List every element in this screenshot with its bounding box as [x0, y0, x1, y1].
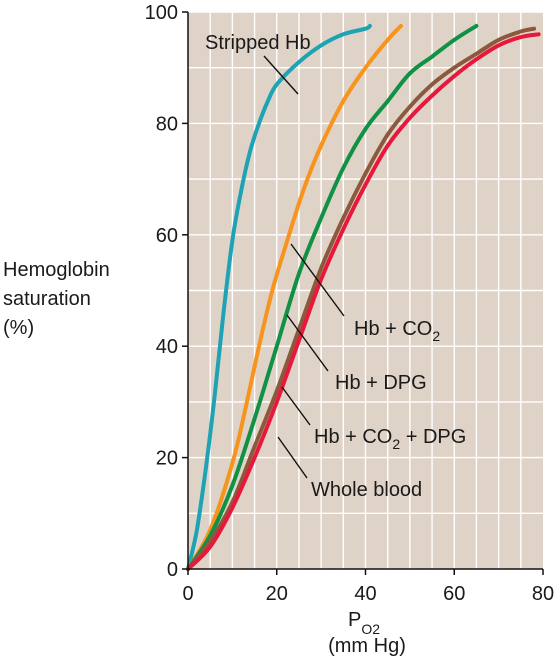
y-axis-title-line-3: (%) — [3, 317, 34, 339]
leader-line-hb-dpg — [286, 314, 329, 372]
curve-labels: Stripped Hb Hb + CO2 Hb + DPG Hb + CO2 + DP… — [205, 32, 466, 501]
x-axis-title-main: P — [348, 609, 361, 631]
curve-label-stripped-hb: Stripped Hb — [205, 32, 311, 54]
leader-line-hb-co2-dpg — [281, 386, 311, 426]
x-tick-label: 40 — [354, 583, 376, 605]
y-tick-label: 60 — [156, 225, 178, 247]
y-axis-title-line-2: saturation — [3, 288, 91, 310]
x-tick-label: 20 — [266, 583, 288, 605]
leader-line-stripped-hb — [263, 55, 299, 95]
x-tick-label: 60 — [443, 583, 465, 605]
curve-hb-dpg — [186, 23, 479, 571]
curve-label-hb-co2: Hb + CO2 — [354, 318, 440, 344]
y-tick-label: 100 — [145, 2, 178, 24]
grid-lines — [188, 11, 543, 569]
x-tick-label: 80 — [532, 583, 554, 605]
curve-label-whole-blood: Whole blood — [311, 479, 422, 501]
y-axis-title: Hemoglobin saturation (%) — [3, 259, 110, 339]
x-axis-title: PO2 (mm Hg) — [328, 609, 406, 657]
curve-whole-blood — [186, 32, 541, 571]
y-tick-label: 0 — [167, 559, 178, 581]
x-axis-units: (mm Hg) — [328, 635, 406, 657]
y-tick-label: 20 — [156, 448, 178, 470]
x-axis-title-subscript: O2 — [361, 621, 380, 637]
axes — [182, 11, 544, 575]
y-tick-label: 40 — [156, 336, 178, 358]
curve-hb-co2-dpg — [186, 26, 537, 571]
y-axis-title-line-1: Hemoglobin — [3, 259, 110, 281]
series-curves — [186, 23, 541, 571]
curve-label-hb-co2-dpg: Hb + CO2 + DPG — [314, 426, 466, 452]
curve-hb-co2 — [186, 23, 403, 571]
annotation-leaders — [263, 55, 345, 479]
x-axis-title-symbol: PO2 — [348, 609, 380, 637]
x-tick-label: 0 — [182, 583, 193, 605]
curve-stripped-hb — [186, 23, 372, 571]
curve-label-hb-dpg: Hb + DPG — [335, 372, 427, 394]
leader-line-hb-co2 — [290, 243, 345, 317]
leader-line-whole-blood — [277, 436, 308, 479]
tick-labels: 0 20 40 60 80 0 20 40 60 80 100 — [145, 2, 555, 605]
y-tick-label: 80 — [156, 113, 178, 135]
